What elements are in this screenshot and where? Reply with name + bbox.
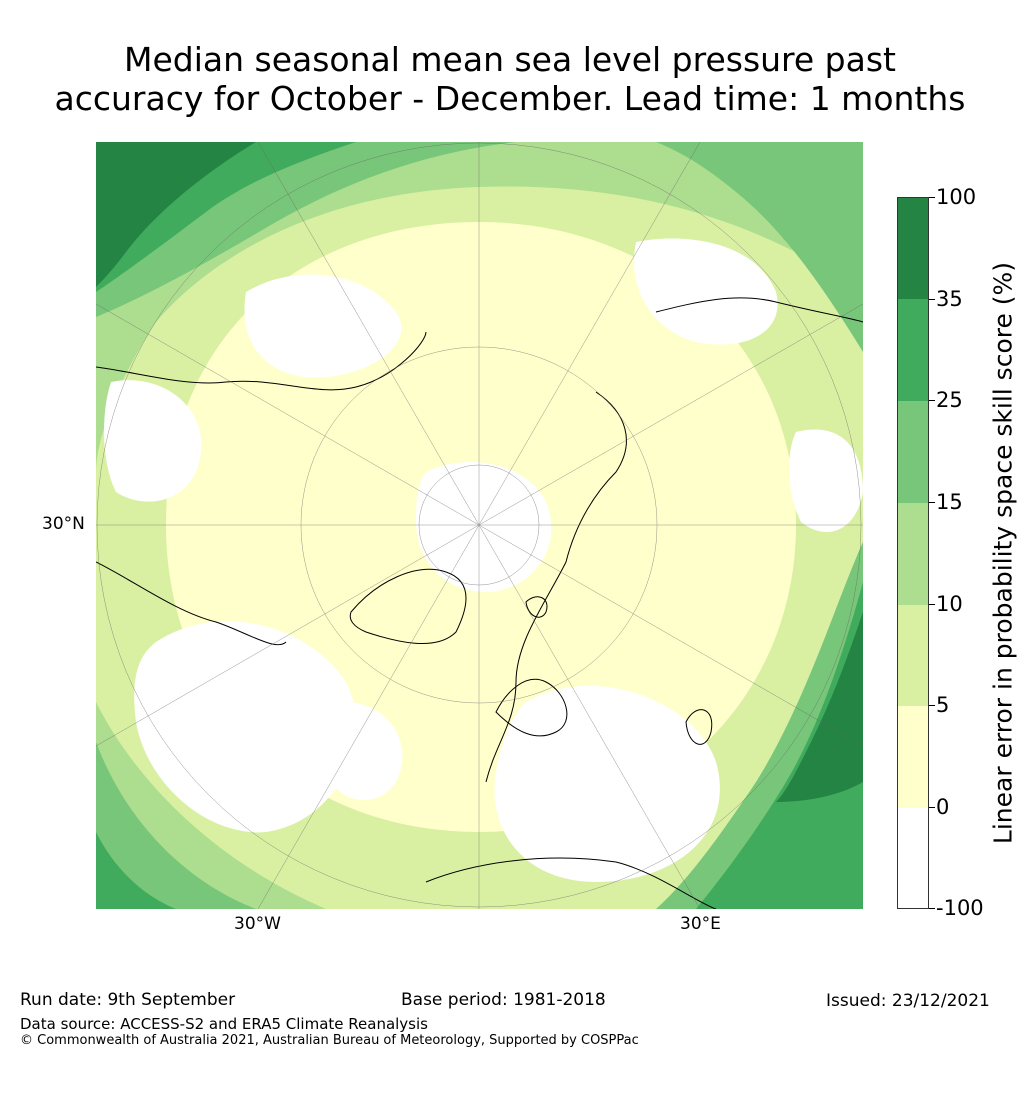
base-period: Base period: 1981-2018 — [401, 990, 606, 1010]
title-line-2: accuracy for October - December. Lead ti… — [54, 79, 966, 118]
graticule — [96, 142, 863, 909]
colorbar-tick-label: -100 — [936, 896, 984, 920]
meridian-30e — [478, 524, 701, 909]
skill-region-green-outer — [96, 142, 863, 472]
colorbar-bin-0-5 — [898, 706, 928, 808]
no-skill-region-east — [789, 429, 863, 532]
meridian-30w — [257, 524, 480, 909]
meridian-150w — [257, 142, 480, 526]
meridian-150e — [478, 142, 701, 526]
colorbar-tick — [929, 908, 935, 909]
colorbar-tick — [929, 502, 935, 503]
coastlines — [96, 297, 863, 909]
skill-region-mid-green-bottomleft — [96, 742, 256, 909]
run-date: Run date: 9th September — [20, 990, 236, 1010]
no-skill-region-southwest — [134, 621, 357, 833]
colorbar-tick — [929, 604, 935, 605]
skill-region-dark-green-right — [696, 582, 863, 909]
colorbar-tick-label: 5 — [936, 693, 950, 717]
colorbar-tick-label: 25 — [936, 388, 963, 412]
meridian-60w — [96, 524, 480, 747]
colorbar-tick — [929, 705, 935, 706]
skill-region-darkest-green-right — [776, 612, 863, 802]
coastline-svalbard — [525, 596, 548, 618]
no-skill-region-pole — [416, 462, 552, 592]
coastline-caspian — [685, 709, 713, 745]
colorbar — [897, 197, 929, 909]
colorbar-tick — [929, 807, 935, 808]
longitude-label-30w: 30°W — [234, 914, 281, 934]
meridian-60e — [478, 524, 863, 747]
colorbar-tick — [929, 299, 935, 300]
coastline-greenland — [349, 568, 467, 644]
no-skill-region-europe — [494, 685, 720, 882]
colorbar-title: Linear error in probability space skill … — [988, 261, 1018, 845]
colorbar-bin-35-100 — [898, 198, 928, 299]
no-skill-region-west — [104, 380, 202, 502]
longitude-label-30e: 30°E — [680, 914, 721, 934]
colorbar-bin-10-15 — [898, 503, 928, 605]
data-source: Data source: ACCESS-S2 and ERA5 Climate … — [20, 1015, 428, 1033]
latitude-label-30n: 30°N — [42, 514, 85, 534]
colorbar-tick-label: 35 — [936, 287, 963, 311]
colorbar-tick-label: 100 — [936, 185, 977, 209]
colorbar-bin-15-25 — [898, 401, 928, 503]
coastline-europe — [495, 678, 568, 737]
colorbar-bin-25-35 — [898, 299, 928, 401]
colorbar-tick-label: 10 — [936, 592, 963, 616]
skill-region-dark-green-bottomleft — [96, 832, 176, 909]
colorbar-tick — [929, 197, 935, 198]
meridian-120e — [478, 303, 863, 526]
issued-date: Issued: 23/12/2021 — [826, 991, 990, 1011]
coastline-africa — [425, 857, 717, 909]
skill-score-map — [96, 142, 863, 909]
colorbar-tick-label: 0 — [936, 795, 950, 819]
meridian-120w — [96, 303, 480, 526]
title-line-1: Median seasonal mean sea level pressure … — [124, 40, 896, 79]
no-skill-region-atlantic — [324, 702, 403, 801]
no-skill-region-pacific — [244, 274, 402, 378]
colorbar-tick-label: 15 — [936, 490, 963, 514]
skill-region-mid-green-topright — [656, 142, 863, 352]
colorbar-tick — [929, 400, 935, 401]
colorbar-bin-neg100-0 — [898, 808, 928, 908]
skill-region-darkest-green-topleft — [96, 142, 256, 287]
colorbar-bin-5-10 — [898, 605, 928, 706]
coastline-north-america — [96, 331, 427, 646]
copyright-notice: © Commonwealth of Australia 2021, Austra… — [20, 1033, 639, 1048]
no-skill-region-asia — [634, 238, 778, 345]
chart-title: Median seasonal mean sea level pressure … — [0, 40, 1020, 118]
